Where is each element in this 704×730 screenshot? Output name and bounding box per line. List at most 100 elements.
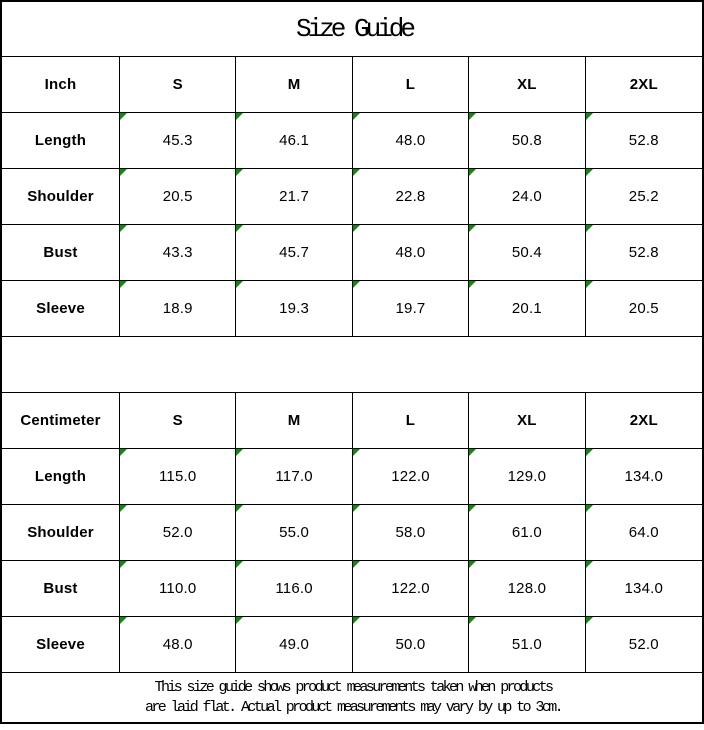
value-cell: 19.7 <box>352 281 470 337</box>
row-label-cell-text: Shoulder <box>27 188 94 205</box>
value-cell-text: 20.1 <box>511 300 542 317</box>
value-cell-text: 117.0 <box>275 468 313 485</box>
size-header-cell-text: S <box>172 412 183 429</box>
cell-flag-icon <box>585 617 593 624</box>
cell-flag-icon <box>585 225 593 232</box>
table-header-row: Centimeter S M L XL 2XL <box>2 393 702 449</box>
size-header-cell-text: L <box>405 412 416 429</box>
cell-flag-icon <box>236 505 244 512</box>
value-cell: 24.0 <box>469 169 586 225</box>
cell-flag-icon <box>120 561 127 568</box>
size-header-cell: 2XL <box>585 57 702 113</box>
value-cell-text: 129.0 <box>507 468 547 485</box>
value-cell-text: 22.8 <box>395 188 426 205</box>
value-cell: 122.0 <box>352 561 470 617</box>
value-cell: 43.3 <box>120 225 237 281</box>
row-label-cell: Shoulder <box>2 169 120 225</box>
size-header-cell-text: XL <box>517 76 537 93</box>
value-cell: 45.3 <box>120 113 237 169</box>
size-header-cell: XL <box>469 57 586 113</box>
value-cell: 20.1 <box>469 281 586 337</box>
value-cell: 19.3 <box>236 281 353 337</box>
cell-flag-icon <box>236 113 244 120</box>
cell-flag-icon <box>120 617 127 624</box>
value-cell: 45.7 <box>236 225 353 281</box>
table-header-row: Inch S M L XL 2XL <box>2 57 702 113</box>
value-cell-text: 55.0 <box>279 524 310 541</box>
value-cell: 51.0 <box>469 617 586 673</box>
cell-flag-icon <box>469 169 477 176</box>
row-label-cell-text: Bust <box>43 244 78 261</box>
value-cell: 64.0 <box>585 505 702 561</box>
cell-flag-icon <box>585 561 593 568</box>
table-row: Shoulder 20.5 21.7 22.8 24.0 25.2 <box>2 169 702 225</box>
unit-header-cell: Centimeter <box>2 393 120 449</box>
inch-table: Inch S M L XL 2XL Length 45.3 46.1 48.0 50.8 52.8 Sh… <box>2 57 702 337</box>
value-cell-text: 48.0 <box>162 636 193 653</box>
cell-flag-icon <box>352 505 360 512</box>
cell-flag-icon <box>120 169 127 176</box>
footer-note: This size guide shows product measuremen… <box>2 673 702 722</box>
size-header-cell: L <box>352 57 470 113</box>
cell-flag-icon <box>352 561 360 568</box>
cell-flag-icon <box>120 505 127 512</box>
cell-flag-icon <box>120 281 127 288</box>
row-label-cell: Bust <box>2 561 120 617</box>
cell-flag-icon <box>352 449 360 456</box>
table-gap <box>2 337 702 393</box>
value-cell: 20.5 <box>120 169 237 225</box>
row-label-cell: Bust <box>2 225 120 281</box>
cell-flag-icon <box>236 561 244 568</box>
row-label-cell: Shoulder <box>2 505 120 561</box>
value-cell: 55.0 <box>236 505 353 561</box>
value-cell-text: 43.3 <box>162 244 193 261</box>
size-header-cell: 2XL <box>585 393 702 449</box>
size-header-cell-text: 2XL <box>629 412 658 429</box>
value-cell: 48.0 <box>352 113 470 169</box>
value-cell-text: 122.0 <box>391 468 430 485</box>
cell-flag-icon <box>236 281 244 288</box>
size-header-cell-text: M <box>287 412 301 429</box>
value-cell-text: 25.2 <box>628 188 659 205</box>
cell-flag-icon <box>469 449 477 456</box>
row-label-cell-text: Sleeve <box>36 636 85 653</box>
cell-flag-icon <box>585 281 593 288</box>
value-cell-text: 116.0 <box>275 580 313 597</box>
value-cell-text: 122.0 <box>391 580 430 597</box>
cell-flag-icon <box>352 281 360 288</box>
value-cell-text: 48.0 <box>395 244 426 261</box>
row-label-cell: Length <box>2 113 120 169</box>
value-cell-text: 46.1 <box>279 132 310 149</box>
unit-header-cell-text: Centimeter <box>20 412 101 429</box>
value-cell-text: 45.3 <box>162 132 193 149</box>
value-cell-text: 45.7 <box>279 244 310 261</box>
size-header-cell: S <box>120 57 237 113</box>
value-cell-text: 64.0 <box>628 524 659 541</box>
value-cell: 52.0 <box>120 505 237 561</box>
cell-flag-icon <box>585 113 593 120</box>
value-cell-text: 19.7 <box>395 300 426 317</box>
value-cell-text: 51.0 <box>511 636 542 653</box>
row-label-cell-text: Length <box>34 468 87 485</box>
value-cell-text: 61.0 <box>511 524 542 541</box>
value-cell-text: 18.9 <box>162 300 193 317</box>
value-cell-text: 48.0 <box>395 132 426 149</box>
value-cell-text: 24.0 <box>511 188 542 205</box>
cell-flag-icon <box>352 225 360 232</box>
value-cell-text: 20.5 <box>628 300 659 317</box>
value-cell: 50.8 <box>469 113 586 169</box>
value-cell-text: 50.8 <box>511 132 542 149</box>
value-cell-text: 19.3 <box>279 300 310 317</box>
value-cell-text: 134.0 <box>624 580 664 597</box>
value-cell-text: 50.0 <box>395 636 426 653</box>
value-cell-text: 21.7 <box>279 188 310 205</box>
cell-flag-icon <box>236 617 244 624</box>
table-row: Sleeve 18.9 19.3 19.7 20.1 20.5 <box>2 281 702 337</box>
value-cell: 48.0 <box>120 617 237 673</box>
cell-flag-icon <box>469 561 477 568</box>
size-header-cell-text: XL <box>517 412 537 429</box>
value-cell-text: 115.0 <box>158 468 197 485</box>
row-label-cell: Sleeve <box>2 281 120 337</box>
cell-flag-icon <box>236 449 244 456</box>
value-cell: 117.0 <box>236 449 353 505</box>
